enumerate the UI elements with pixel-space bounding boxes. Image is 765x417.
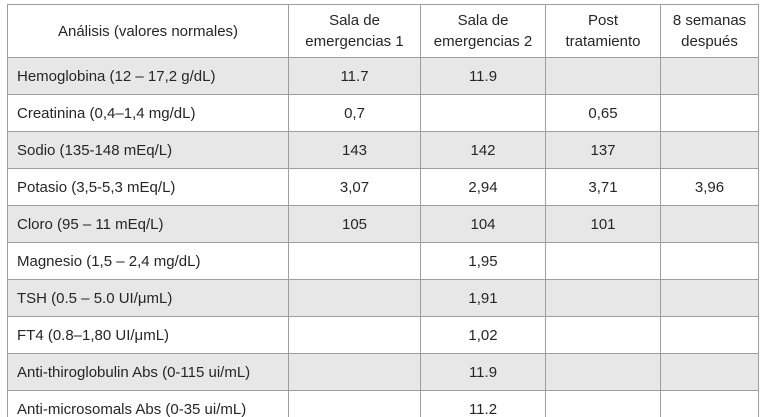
column-header-8-semanas: 8 semanas después (660, 4, 759, 58)
cell-value (660, 57, 759, 95)
row-label: Anti-microsomals Abs (0-35 ui/mL) (7, 390, 289, 417)
column-header-analisis: Análisis (valores normales) (7, 4, 289, 58)
cell-value: 1,02 (420, 316, 546, 354)
header-row: Análisis (valores normales) Sala de emer… (7, 4, 759, 58)
column-header-emergencias-2: Sala de emergencias 2 (420, 4, 546, 58)
table-row-cloro: Cloro (95 – 11 mEq/L) 105 104 101 (7, 205, 759, 243)
cell-value: 1,95 (420, 242, 546, 280)
column-header-emergencias-1: Sala de emergencias 1 (288, 4, 421, 58)
cell-value: 104 (420, 205, 546, 243)
cell-value (288, 242, 421, 280)
cell-value (420, 94, 546, 132)
cell-value: 11.9 (420, 57, 546, 95)
row-label: Potasio (3,5-5,3 mEq/L) (7, 168, 289, 206)
cell-value: 11.2 (420, 390, 546, 417)
cell-value (545, 57, 661, 95)
table-row-tsh: TSH (0.5 – 5.0 UI/μmL) 1,91 (7, 279, 759, 317)
cell-value: 3,96 (660, 168, 759, 206)
row-label: Magnesio (1,5 – 2,4 mg/dL) (7, 242, 289, 280)
row-label: Hemoglobina (12 – 17,2 g/dL) (7, 57, 289, 95)
row-label: Cloro (95 – 11 mEq/L) (7, 205, 289, 243)
cell-value (660, 242, 759, 280)
cell-value: 101 (545, 205, 661, 243)
cell-value: 0,65 (545, 94, 661, 132)
cell-value: 11.9 (420, 353, 546, 391)
cell-value (288, 353, 421, 391)
row-label: Anti-thiroglobulin Abs (0-115 ui/mL) (7, 353, 289, 391)
row-label: Sodio (135-148 mEq/L) (7, 131, 289, 169)
table-row-creatinina: Creatinina (0,4–1,4 mg/dL) 0,7 0,65 (7, 94, 759, 132)
cell-value: 142 (420, 131, 546, 169)
cell-value: 143 (288, 131, 421, 169)
cell-value (545, 353, 661, 391)
table-row-anti-microsomals: Anti-microsomals Abs (0-35 ui/mL) 11.2 (7, 390, 759, 417)
cell-value (660, 390, 759, 417)
cell-value (545, 279, 661, 317)
cell-value (545, 390, 661, 417)
cell-value: 3,71 (545, 168, 661, 206)
cell-value (660, 205, 759, 243)
cell-value (288, 390, 421, 417)
table-row-sodio: Sodio (135-148 mEq/L) 143 142 137 (7, 131, 759, 169)
cell-value: 3,07 (288, 168, 421, 206)
table-row-hemoglobina: Hemoglobina (12 – 17,2 g/dL) 11.7 11.9 (7, 57, 759, 95)
cell-value: 2,94 (420, 168, 546, 206)
table-row-potasio: Potasio (3,5-5,3 mEq/L) 3,07 2,94 3,71 3… (7, 168, 759, 206)
cell-value: 0,7 (288, 94, 421, 132)
cell-value (660, 131, 759, 169)
cell-value (660, 353, 759, 391)
cell-value (288, 279, 421, 317)
row-label: FT4 (0.8–1,80 UI/μmL) (7, 316, 289, 354)
column-header-post-tratamiento: Post tratamiento (545, 4, 661, 58)
cell-value (288, 316, 421, 354)
cell-value: 105 (288, 205, 421, 243)
cell-value (660, 316, 759, 354)
cell-value: 137 (545, 131, 661, 169)
cell-value (660, 279, 759, 317)
row-label: TSH (0.5 – 5.0 UI/μmL) (7, 279, 289, 317)
table-row-anti-thiroglobulin: Anti-thiroglobulin Abs (0-115 ui/mL) 11.… (7, 353, 759, 391)
cell-value (545, 242, 661, 280)
cell-value: 11.7 (288, 57, 421, 95)
table-row-ft4: FT4 (0.8–1,80 UI/μmL) 1,02 (7, 316, 759, 354)
row-label: Creatinina (0,4–1,4 mg/dL) (7, 94, 289, 132)
lab-results-table: Análisis (valores normales) Sala de emer… (7, 4, 759, 417)
cell-value (545, 316, 661, 354)
table-row-magnesio: Magnesio (1,5 – 2,4 mg/dL) 1,95 (7, 242, 759, 280)
cell-value (660, 94, 759, 132)
cell-value: 1,91 (420, 279, 546, 317)
